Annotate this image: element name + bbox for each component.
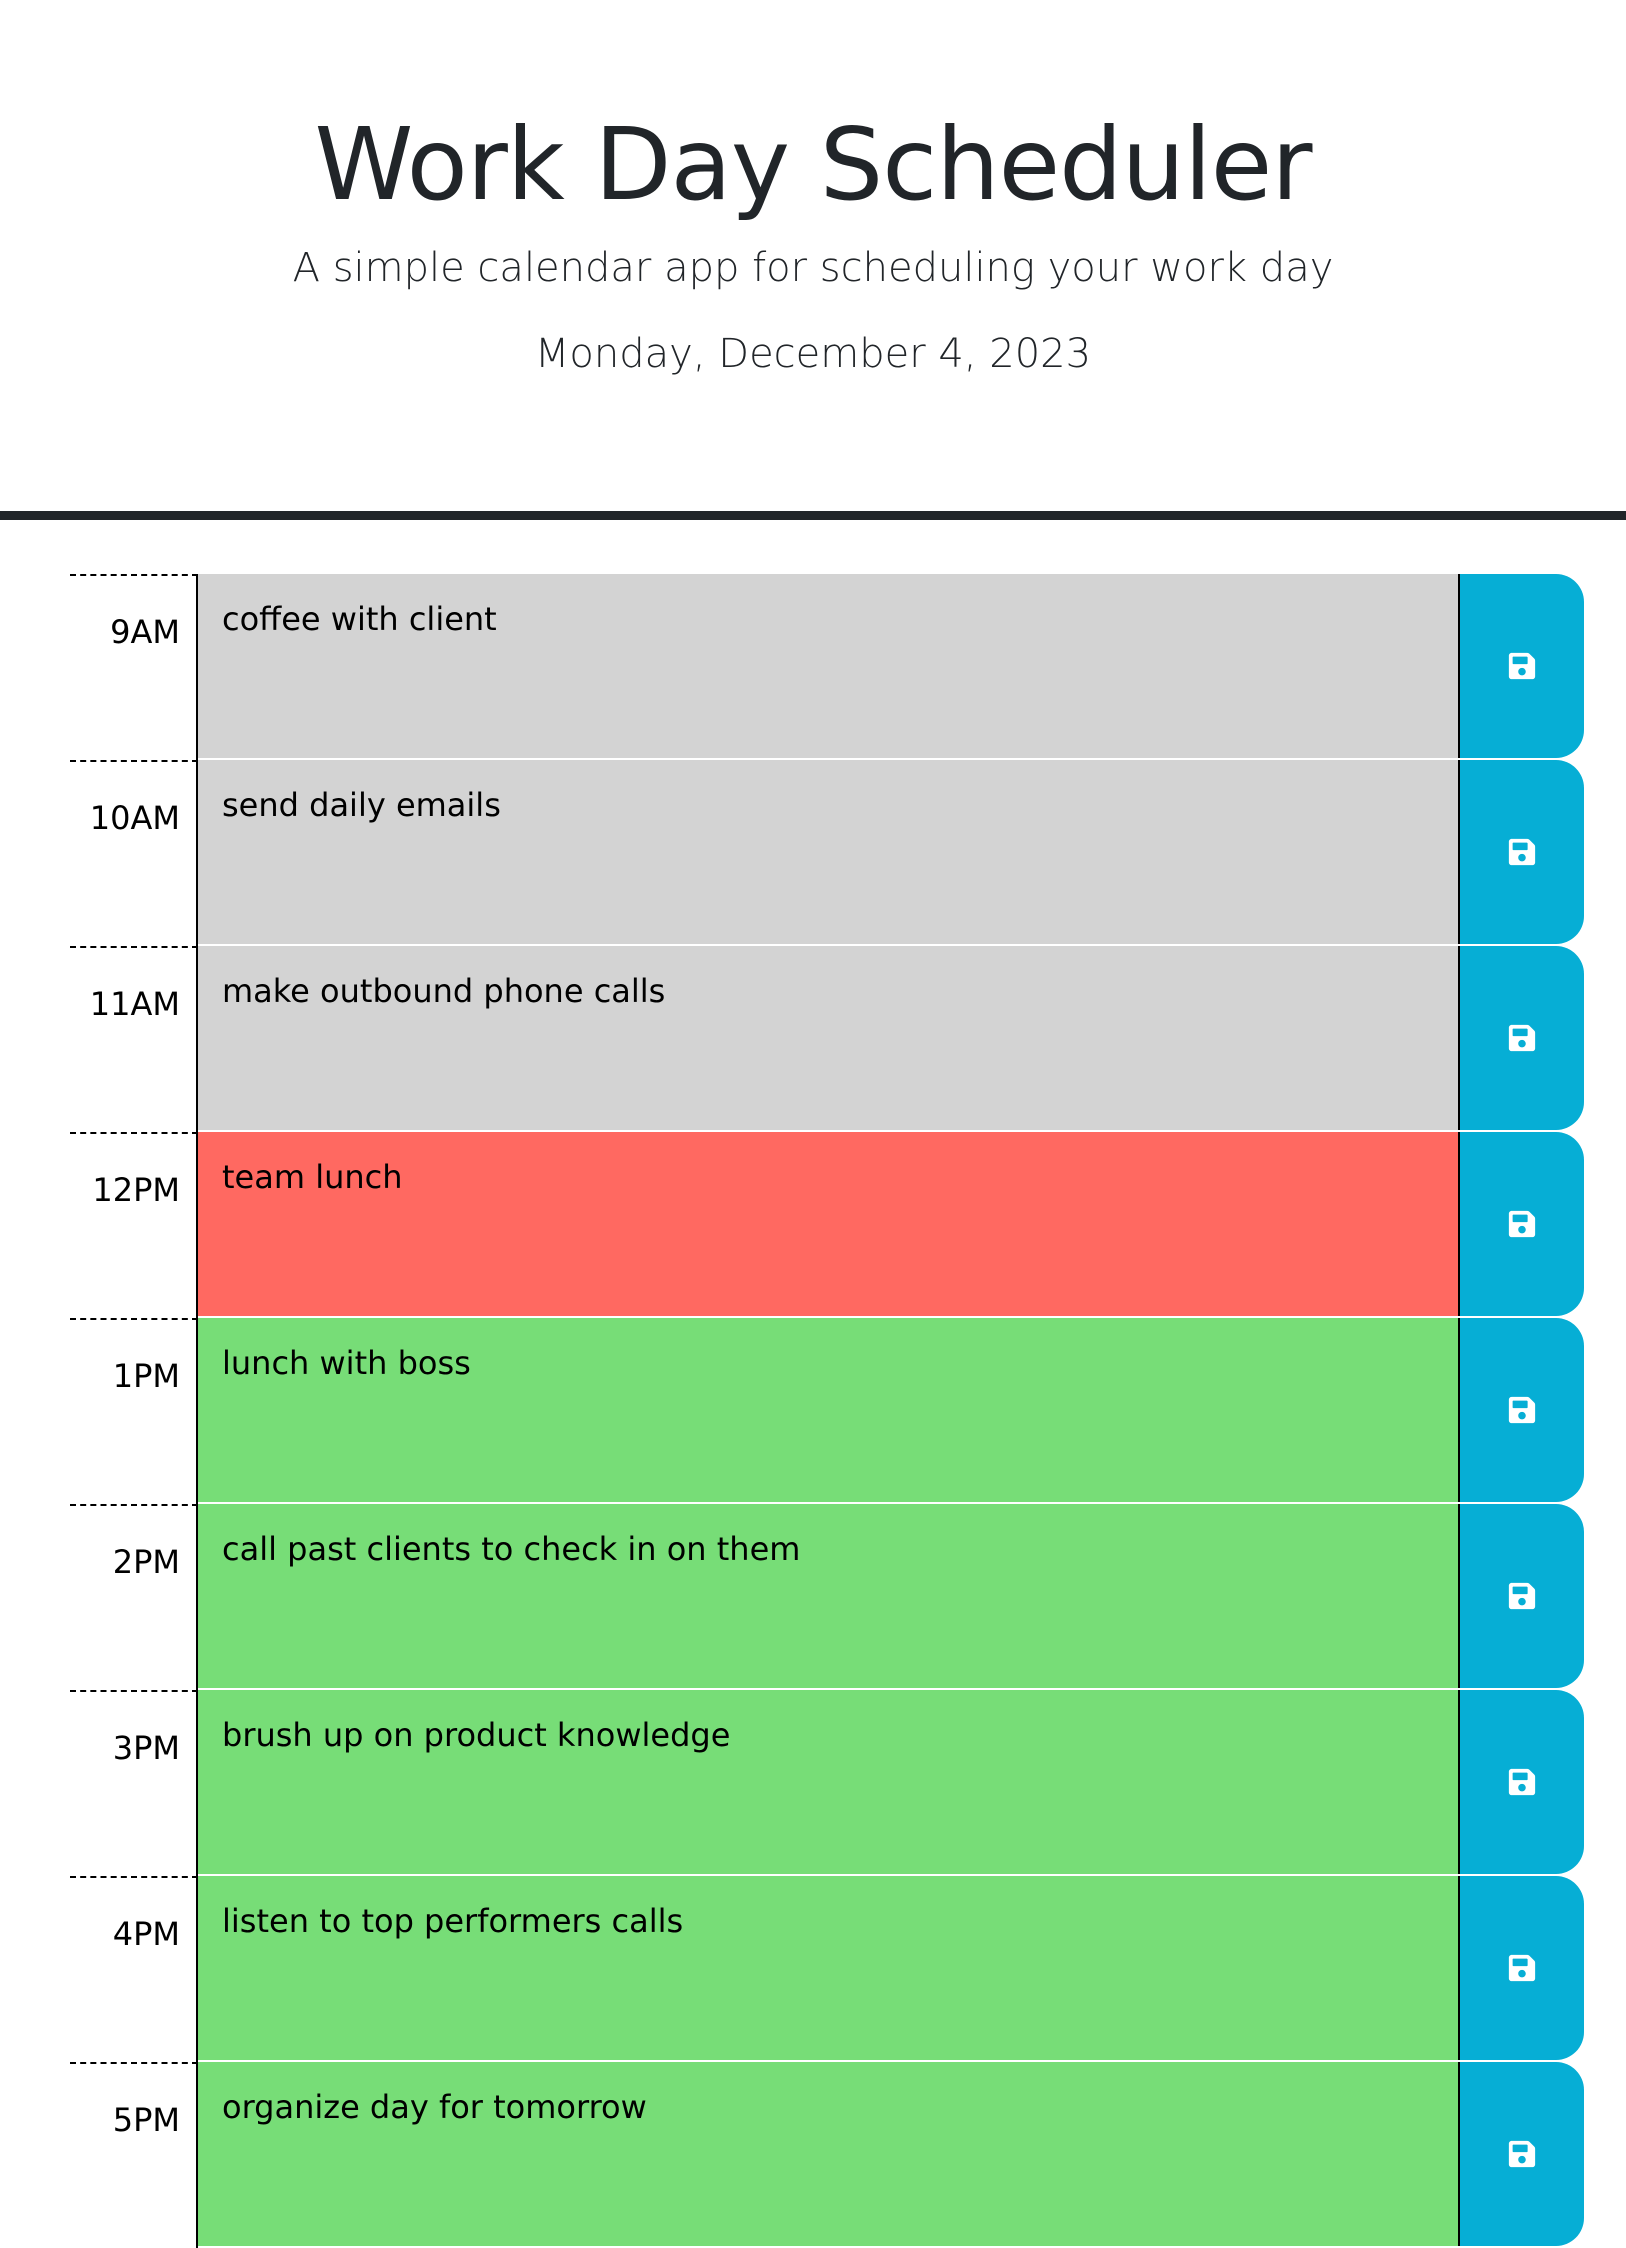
save-button[interactable]: [1458, 1876, 1584, 2060]
event-description[interactable]: listen to top performers calls: [198, 1876, 1458, 2062]
save-button[interactable]: [1458, 1132, 1584, 1316]
event-description[interactable]: make outbound phone calls: [198, 946, 1458, 1132]
save-button[interactable]: [1458, 1690, 1584, 1874]
floppy-disk-icon: [1508, 838, 1536, 866]
floppy-disk-icon: [1508, 1396, 1536, 1424]
time-block: 10AM send daily emails: [70, 760, 1584, 946]
save-button[interactable]: [1458, 2062, 1584, 2246]
floppy-disk-icon: [1508, 1024, 1536, 1052]
hour-label: 9AM: [70, 574, 198, 760]
floppy-disk-icon: [1508, 652, 1536, 680]
current-day: Monday, December 4, 2023: [534, 331, 1092, 377]
page-title: Work Day Scheduler: [314, 106, 1313, 223]
hour-label: 1PM: [70, 1318, 198, 1504]
time-block: 3PM brush up on product knowledge: [70, 1690, 1584, 1876]
event-description[interactable]: brush up on product knowledge: [198, 1690, 1458, 1876]
save-button[interactable]: [1458, 946, 1584, 1130]
hour-label: 2PM: [70, 1504, 198, 1690]
time-block: 1PM lunch with boss: [70, 1318, 1584, 1504]
event-description[interactable]: team lunch: [198, 1132, 1458, 1318]
event-description[interactable]: organize day for tomorrow: [198, 2062, 1458, 2248]
floppy-disk-icon: [1508, 1768, 1536, 1796]
hour-label: 11AM: [70, 946, 198, 1132]
save-button[interactable]: [1458, 1504, 1584, 1688]
event-description[interactable]: call past clients to check in on them: [198, 1504, 1458, 1690]
hour-label: 10AM: [70, 760, 198, 946]
page-header: Work Day Scheduler A simple calendar app…: [0, 0, 1626, 520]
hour-label: 5PM: [70, 2062, 198, 2248]
hour-label: 12PM: [70, 1132, 198, 1318]
time-block: 11AM make outbound phone calls: [70, 946, 1584, 1132]
hour-label: 3PM: [70, 1690, 198, 1876]
hour-label: 4PM: [70, 1876, 198, 2062]
save-button[interactable]: [1458, 574, 1584, 758]
time-block: 5PM organize day for tomorrow: [70, 2062, 1584, 2248]
event-description[interactable]: lunch with boss: [198, 1318, 1458, 1504]
floppy-disk-icon: [1508, 1582, 1536, 1610]
save-button[interactable]: [1458, 760, 1584, 944]
floppy-disk-icon: [1508, 2140, 1536, 2168]
event-description[interactable]: send daily emails: [198, 760, 1458, 946]
time-block: 4PM listen to top performers calls: [70, 1876, 1584, 2062]
floppy-disk-icon: [1508, 1954, 1536, 1982]
event-description[interactable]: coffee with client: [198, 574, 1458, 760]
save-button[interactable]: [1458, 1318, 1584, 1502]
time-block: 2PM call past clients to check in on the…: [70, 1504, 1584, 1690]
floppy-disk-icon: [1508, 1210, 1536, 1238]
time-block: 12PM team lunch: [70, 1132, 1584, 1318]
time-block: 9AM coffee with client: [70, 574, 1584, 760]
page-subtitle: A simple calendar app for scheduling you…: [292, 245, 1334, 291]
schedule-container: 9AM coffee with client 10AM send daily e…: [70, 574, 1584, 2248]
